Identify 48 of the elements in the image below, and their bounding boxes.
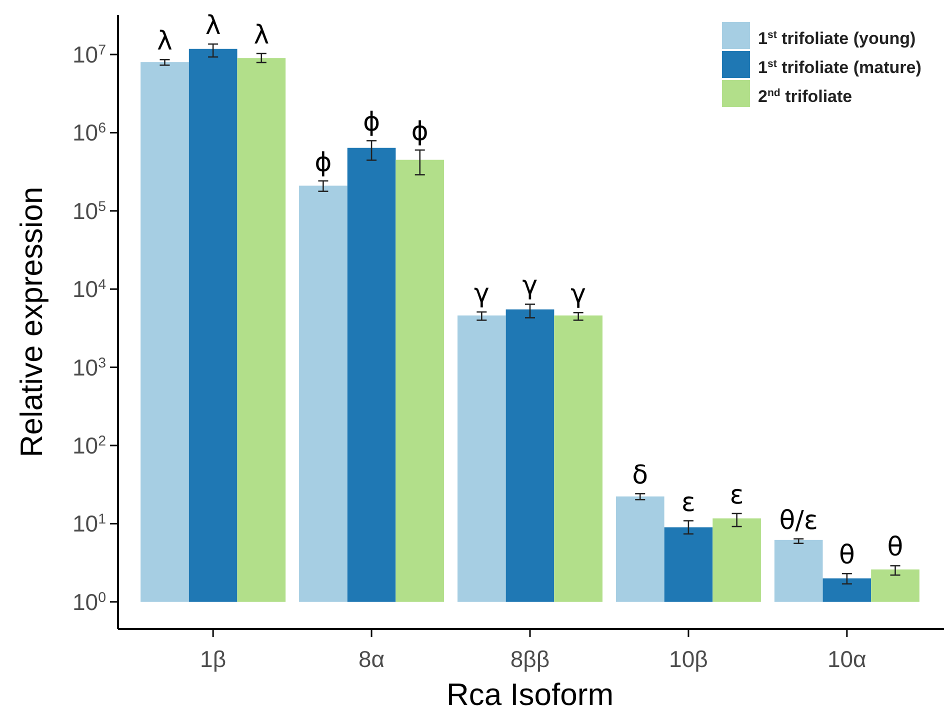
y-tick-label: 10$^{2}$	[72, 432, 106, 458]
legend-label: 2$^{nd}$ trifoliate	[758, 87, 852, 106]
bar	[237, 58, 286, 602]
annotation: ϕ	[314, 148, 332, 178]
y-tick-label: 10$^{1}$	[72, 510, 106, 537]
x-tick-label: 10α	[827, 646, 866, 672]
y-tick-label: 10$^{0}$	[72, 588, 106, 615]
annotation: γ	[522, 271, 538, 302]
bar	[347, 148, 396, 602]
y-tick-label: 10$^{3}$	[72, 354, 106, 380]
bar	[554, 315, 602, 602]
legend-label: 1$^{st}$ trifoliate (mature)	[758, 58, 922, 77]
y-axis-title: Relative expression	[14, 186, 49, 458]
bar	[664, 527, 713, 602]
x-axis-title: Rca Isoform	[446, 677, 614, 712]
x-tick-label: 8α	[358, 646, 385, 672]
annotation: ε	[730, 480, 744, 510]
bar	[822, 578, 872, 602]
x-tick-label: 1β	[200, 646, 226, 672]
annotation: ϕ	[362, 108, 380, 138]
bar	[396, 160, 444, 602]
bar	[140, 62, 189, 602]
annotation: θ/ε	[779, 506, 818, 536]
annotation: γ	[474, 278, 490, 309]
y-tick-label: 10$^{7}$	[72, 42, 106, 68]
x-tick-label: 10β	[669, 646, 708, 672]
annotation: θ	[887, 532, 904, 563]
annotation: θ	[838, 540, 855, 571]
y-tick-label: 10$^{4}$	[72, 276, 106, 302]
bar	[299, 186, 348, 602]
bar	[188, 48, 238, 602]
y-tick-label: 10$^{6}$	[72, 120, 106, 146]
annotation: λ	[205, 11, 221, 42]
bar	[774, 540, 823, 602]
bar	[458, 315, 506, 602]
x-tick-label: 8ββ	[510, 646, 550, 672]
bar	[506, 309, 554, 602]
annotation: λ	[254, 20, 270, 50]
annotation: λ	[157, 26, 172, 57]
y-tick-label: 10$^{5}$	[72, 198, 106, 224]
bar	[712, 518, 761, 602]
bar	[616, 496, 664, 602]
legend-label: 1$^{st}$ trifoliate (young)	[758, 29, 916, 48]
bar	[871, 569, 920, 602]
annotation: ϕ	[411, 117, 428, 148]
annotation: γ	[570, 280, 586, 310]
annotation: δ	[632, 460, 648, 491]
annotation: ε	[681, 488, 696, 518]
